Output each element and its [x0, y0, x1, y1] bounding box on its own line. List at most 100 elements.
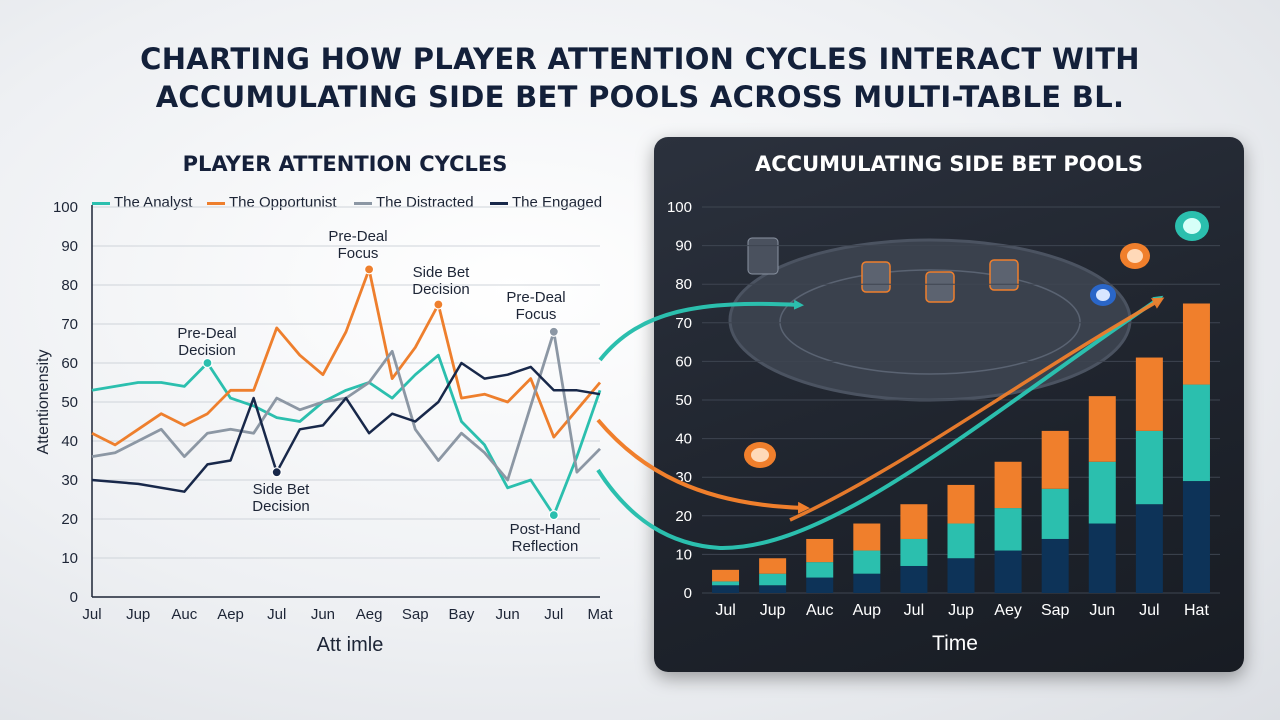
annotation-marker: [202, 357, 213, 369]
bar-segment: [759, 573, 787, 586]
bar-segment: [806, 577, 834, 593]
y-tick-label: 90: [675, 238, 692, 255]
bar-segment: [900, 538, 928, 566]
main-title-line-1: CHARTING HOW PLAYER ATTENTION CYCLES INT…: [140, 42, 1140, 76]
y-tick-label: 90: [61, 238, 78, 255]
bar-segment: [759, 585, 787, 593]
y-tick-label: 30: [61, 472, 78, 489]
y-tick-label: 40: [61, 433, 78, 450]
bar-segment: [947, 484, 975, 524]
x-tick-label: Jup: [948, 602, 974, 619]
y-tick-label: 100: [53, 199, 78, 216]
card-holder-icon: [747, 237, 779, 275]
annotation-label: Side Bet Decision: [412, 264, 470, 298]
bar-segment: [712, 569, 740, 582]
bar-segment: [994, 508, 1022, 551]
bar-segment: [853, 523, 881, 551]
attention-line-chart: 0 10 20 30 40 50 60 70 80 90 100 Jul Jup Auc Aep Jul Jun…: [35, 199, 613, 656]
bar-segment: [853, 550, 881, 574]
x-tick-label: Bay: [449, 606, 475, 623]
bar-segment: [1182, 481, 1210, 593]
y-tick-label: 60: [675, 353, 692, 370]
card-icon: [861, 261, 891, 293]
x-axis-label: Time: [932, 632, 978, 655]
x-tick-label: Jul: [1139, 602, 1159, 619]
x-tick-label: Aey: [994, 602, 1022, 619]
bar-segment: [759, 558, 787, 574]
bar-segment: [1088, 396, 1116, 462]
bar-segment: [947, 558, 975, 593]
bar-segment: [806, 538, 834, 563]
series-line-the-opportunist: [91, 267, 602, 447]
bar-segment: [900, 565, 928, 593]
bar-segment: [1041, 488, 1069, 539]
bar-segment: [994, 461, 1022, 509]
bar-segment: [947, 523, 975, 559]
annotation-marker: [363, 264, 375, 275]
y-tick-label: 80: [675, 276, 692, 293]
x-tick-label: Jun: [1089, 602, 1115, 619]
legend-swatch-engaged: [490, 201, 508, 205]
y-tick-label: 70: [675, 315, 692, 332]
x-tick-label: Jup: [126, 606, 150, 623]
legend-swatch-opportunist: [207, 201, 225, 205]
x-axis-label: Att imle: [317, 634, 384, 656]
x-tick-label: Sap: [1041, 602, 1070, 619]
bar-segment: [994, 550, 1022, 593]
annotation-label: Pre-Deal Decision: [177, 325, 236, 359]
bar-segment: [712, 585, 740, 593]
annotation-marker: [548, 326, 559, 337]
table-surface: [728, 238, 1132, 402]
x-tick-label: Aep: [217, 606, 244, 623]
x-tick-label: Jul: [904, 602, 924, 619]
bar-segment: [853, 573, 881, 593]
x-tick-label: Aeg: [356, 606, 383, 623]
y-tick-label: 20: [61, 511, 78, 528]
bar-segment: [900, 504, 928, 539]
x-tick-label: Jun: [496, 606, 520, 623]
bar-segment: [712, 581, 740, 586]
y-tick-label: 20: [675, 508, 692, 525]
y-tick-label: 0: [70, 589, 78, 606]
x-tick-label: Sap: [402, 606, 429, 623]
main-title-line-2: ACCUMULATING SIDE BET POOLS ACROSS MULTI…: [155, 80, 1125, 114]
bar-segment: [1041, 538, 1069, 593]
attention-chart-title: PLAYER ATTENTION CYCLES: [182, 152, 508, 176]
bar-segment: [1135, 357, 1163, 431]
bar-segment: [1088, 461, 1116, 524]
x-tick-label: Jul: [82, 606, 101, 623]
x-tick-label: Jul: [715, 602, 735, 619]
bar-segment: [1135, 504, 1163, 593]
annotation-marker: [433, 299, 444, 310]
main-title: CHARTING HOW PLAYER ATTENTION CYCLES INT…: [0, 40, 1280, 116]
y-tick-label: 100: [667, 199, 692, 216]
bar-segment: [1135, 430, 1163, 505]
y-tick-label: 60: [61, 355, 78, 372]
legend-swatch-distracted: [354, 201, 372, 205]
y-tick-label: 70: [61, 316, 78, 333]
annotation-label: Side Bet Decision: [252, 481, 310, 515]
card-icon: [925, 271, 955, 303]
y-tick-label: 50: [675, 392, 692, 409]
bar-segment: [1041, 430, 1069, 489]
x-tick-label: Jun: [311, 606, 335, 623]
annotation-marker: [548, 509, 559, 521]
bar-segment: [1088, 523, 1116, 593]
card-icon: [989, 259, 1019, 291]
annotation-marker: [271, 467, 282, 478]
y-tick-label: 10: [675, 546, 692, 563]
y-tick-label: 40: [675, 431, 692, 448]
legend-swatch-analyst: [92, 201, 110, 205]
blackjack-table-illustration: [728, 237, 1132, 402]
x-tick-label: Auc: [806, 602, 834, 619]
x-tick-label: Hat: [1184, 602, 1209, 619]
x-tick-label: Mat: [587, 606, 613, 623]
y-tick-label: 50: [61, 394, 78, 411]
x-tick-label: Jul: [544, 606, 563, 623]
bar-segment: [806, 562, 834, 578]
y-tick-label: 30: [675, 469, 692, 486]
side-bet-chart-title: ACCUMULATING SIDE BET POOLS: [755, 152, 1143, 176]
bar-segment: [1182, 384, 1210, 482]
x-tick-label: Auc: [171, 606, 197, 623]
